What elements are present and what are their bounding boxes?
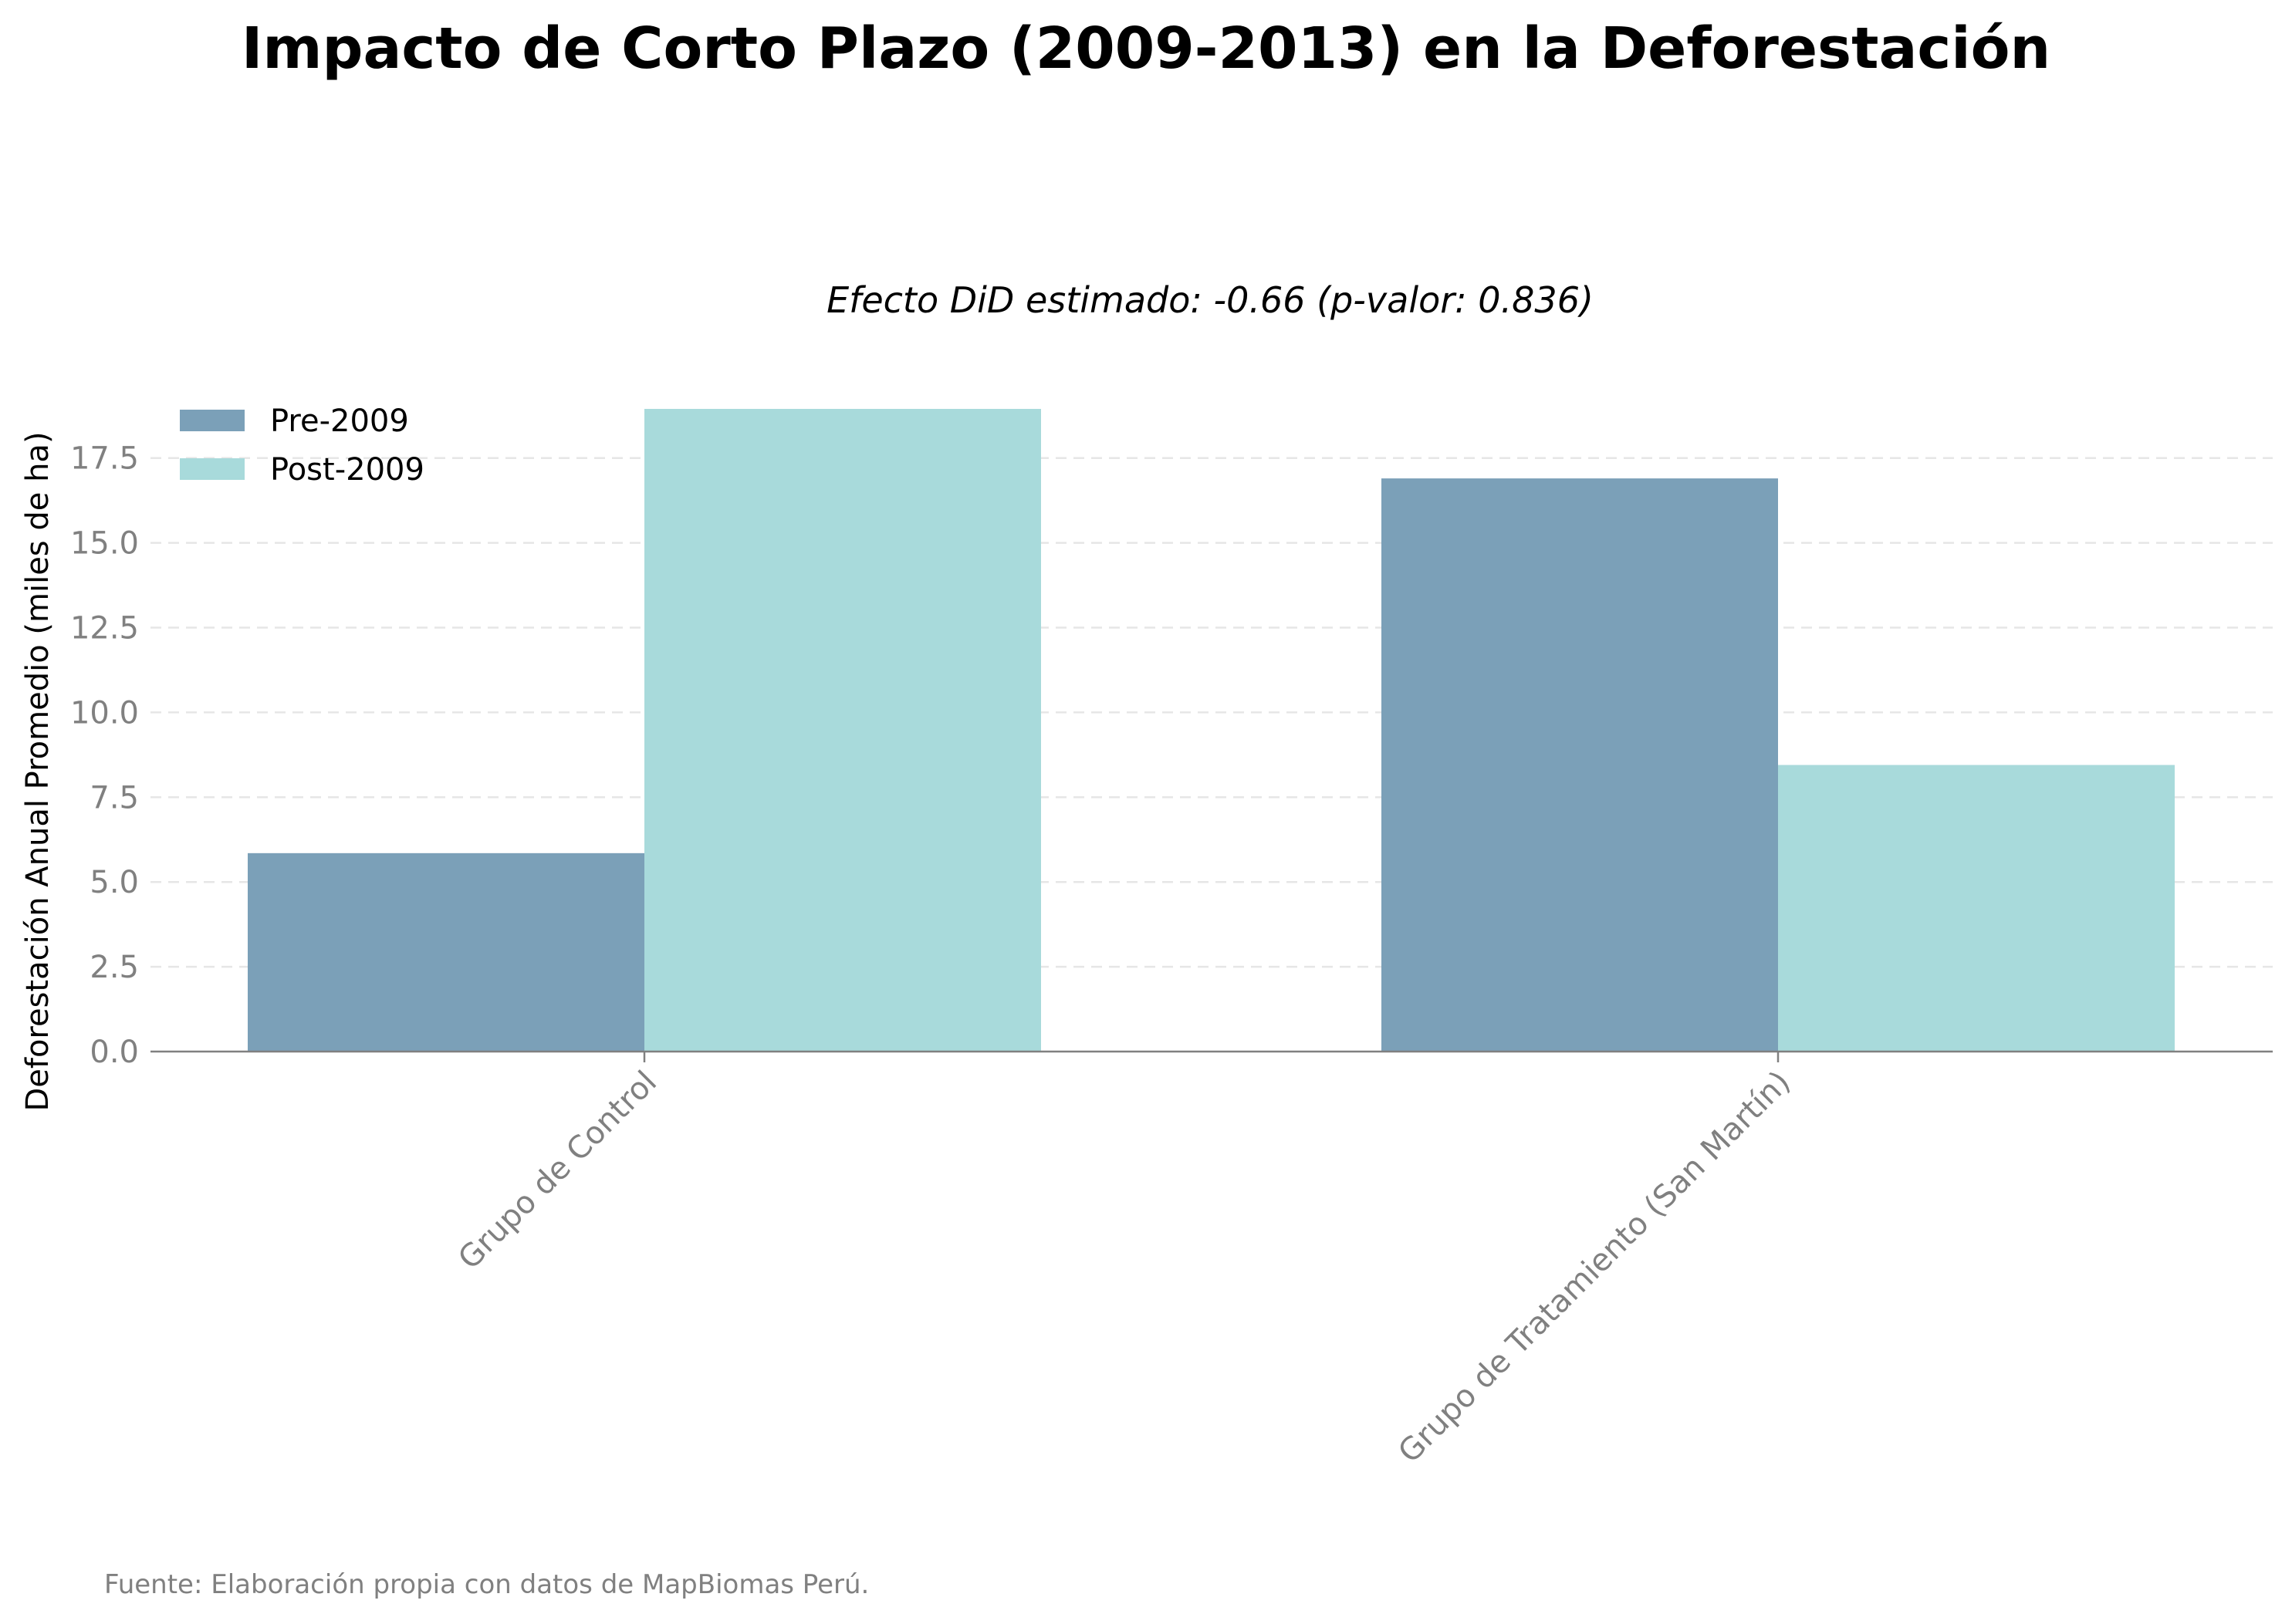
y-tick-label: 15.0 bbox=[70, 526, 139, 562]
legend: Pre-2009 Post-2009 bbox=[180, 403, 424, 488]
source-note: Fuente: Elaboración propia con datos de … bbox=[104, 1569, 869, 1600]
x-tick-label: Grupo de Tratamiento (San Martín) bbox=[1391, 1065, 1797, 1470]
chart-title: Impacto de Corto Plazo (2009-2013) en la… bbox=[242, 15, 2050, 82]
y-tick-label: 10.0 bbox=[70, 695, 139, 731]
bar-post-2009-1 bbox=[1778, 765, 2175, 1052]
y-tick-label: 2.5 bbox=[90, 950, 139, 985]
chart-subtitle: Efecto DiD estimado: -0.66 (p-valor: 0.8… bbox=[827, 279, 1594, 321]
bar-post-2009-0 bbox=[644, 409, 1041, 1052]
legend-swatch bbox=[180, 410, 245, 431]
y-tick-label: 17.5 bbox=[70, 441, 139, 477]
x-tick-label: Grupo de Control bbox=[451, 1065, 664, 1277]
legend-swatch bbox=[180, 458, 245, 480]
y-tick-label: 5.0 bbox=[90, 865, 139, 900]
y-tick-label: 12.5 bbox=[70, 611, 139, 647]
x-axis-ticks: Grupo de Control Grupo de Tratamiento (Sa… bbox=[451, 1052, 1797, 1470]
y-axis-ticks: 0.0 2.5 5.0 7.5 10.0 12.5 15.0 17.5 bbox=[70, 441, 139, 1070]
legend-label: Post-2009 bbox=[270, 452, 424, 488]
y-tick-label: 0.0 bbox=[90, 1035, 139, 1070]
legend-label: Pre-2009 bbox=[270, 403, 409, 439]
bar-pre-2009-1 bbox=[1381, 478, 1778, 1052]
y-tick-label: 7.5 bbox=[90, 780, 139, 815]
y-axis-label: Deforestación Anual Promedio (miles de h… bbox=[20, 431, 56, 1111]
bar-pre-2009-0 bbox=[248, 853, 644, 1052]
bars bbox=[248, 409, 2175, 1052]
